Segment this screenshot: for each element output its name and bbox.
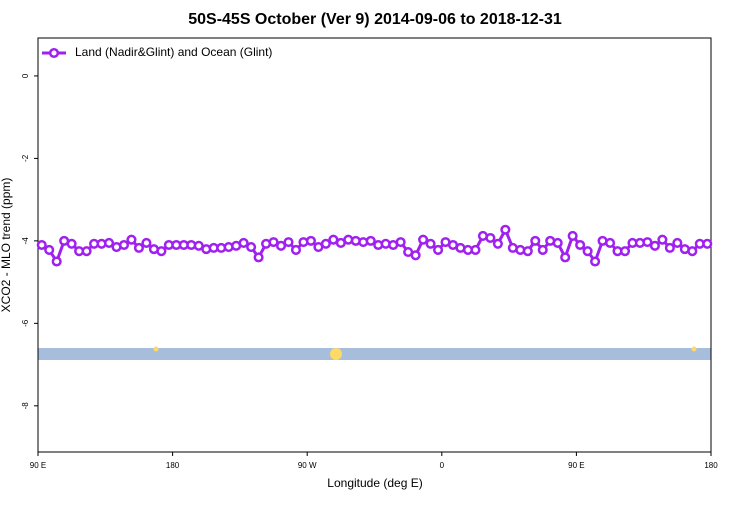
- y-tick-label: 0: [21, 73, 30, 78]
- data-point: [567, 230, 578, 241]
- data-point: [275, 240, 287, 251]
- x-tick-label: 180: [704, 461, 718, 470]
- legend-marker: [48, 47, 60, 59]
- land-marker: [330, 348, 342, 360]
- data-point: [36, 239, 47, 251]
- data-point: [133, 242, 144, 253]
- data-point: [552, 237, 563, 248]
- data-point: [66, 238, 77, 249]
- y-tick-label: -8: [21, 402, 30, 410]
- data-point: [365, 235, 376, 246]
- x-axis-label: Longitude (deg E): [327, 476, 422, 490]
- data-point: [470, 244, 481, 255]
- data-point: [410, 250, 421, 261]
- data-point: [500, 224, 511, 235]
- data-point: [560, 252, 571, 263]
- data-point: [575, 239, 586, 251]
- data-point: [433, 244, 444, 255]
- data-point: [425, 238, 436, 249]
- data-point: [522, 246, 533, 257]
- data-point: [642, 237, 653, 248]
- data-point: [395, 237, 406, 248]
- y-tick-label: -2: [21, 154, 30, 162]
- data-point: [418, 234, 429, 245]
- data-point: [590, 256, 601, 267]
- x-tick-label: 90 W: [298, 461, 317, 470]
- x-tick-label: 90 E: [568, 461, 584, 470]
- data-point: [156, 246, 167, 257]
- data-point: [246, 242, 257, 253]
- y-axis-label: XCO2 - MLO trend (ppm): [0, 178, 13, 313]
- data-point: [44, 244, 55, 255]
- data-point: [672, 237, 683, 248]
- data-point: [268, 237, 279, 248]
- data-point: [81, 246, 92, 257]
- data-point: [320, 238, 331, 249]
- x-tick-label: 180: [166, 461, 180, 470]
- data-point: [657, 234, 668, 245]
- data-point: [103, 237, 115, 248]
- data-point: [664, 242, 675, 253]
- x-tick-label: 90 E: [30, 461, 46, 470]
- data-point: [687, 246, 698, 257]
- data-point: [702, 238, 713, 249]
- data-point: [290, 244, 302, 255]
- data-point: [126, 234, 137, 245]
- land-marker: [691, 346, 697, 352]
- data-point: [530, 235, 541, 246]
- data-point: [485, 232, 496, 244]
- data-point: [305, 235, 316, 246]
- chart-title: 50S-45S October (Ver 9) 2014-09-06 to 20…: [188, 11, 562, 28]
- data-point: [537, 244, 548, 255]
- data-point: [51, 256, 62, 267]
- x-tick-label: 0: [440, 461, 445, 470]
- y-tick-label: -4: [21, 237, 30, 245]
- data-point: [605, 237, 616, 248]
- land-marker: [153, 346, 159, 352]
- data-point: [141, 237, 152, 248]
- data-point: [649, 240, 660, 251]
- surface-strip: [38, 348, 711, 360]
- data-point: [492, 238, 503, 249]
- data-point: [238, 237, 249, 248]
- y-tick-label: -6: [21, 319, 30, 327]
- data-point: [253, 252, 264, 263]
- data-point: [118, 239, 130, 251]
- legend-label: Land (Nadir&Glint) and Ocean (Glint): [75, 45, 272, 59]
- data-point: [619, 246, 631, 257]
- data-point: [582, 246, 593, 257]
- data-point: [283, 237, 294, 248]
